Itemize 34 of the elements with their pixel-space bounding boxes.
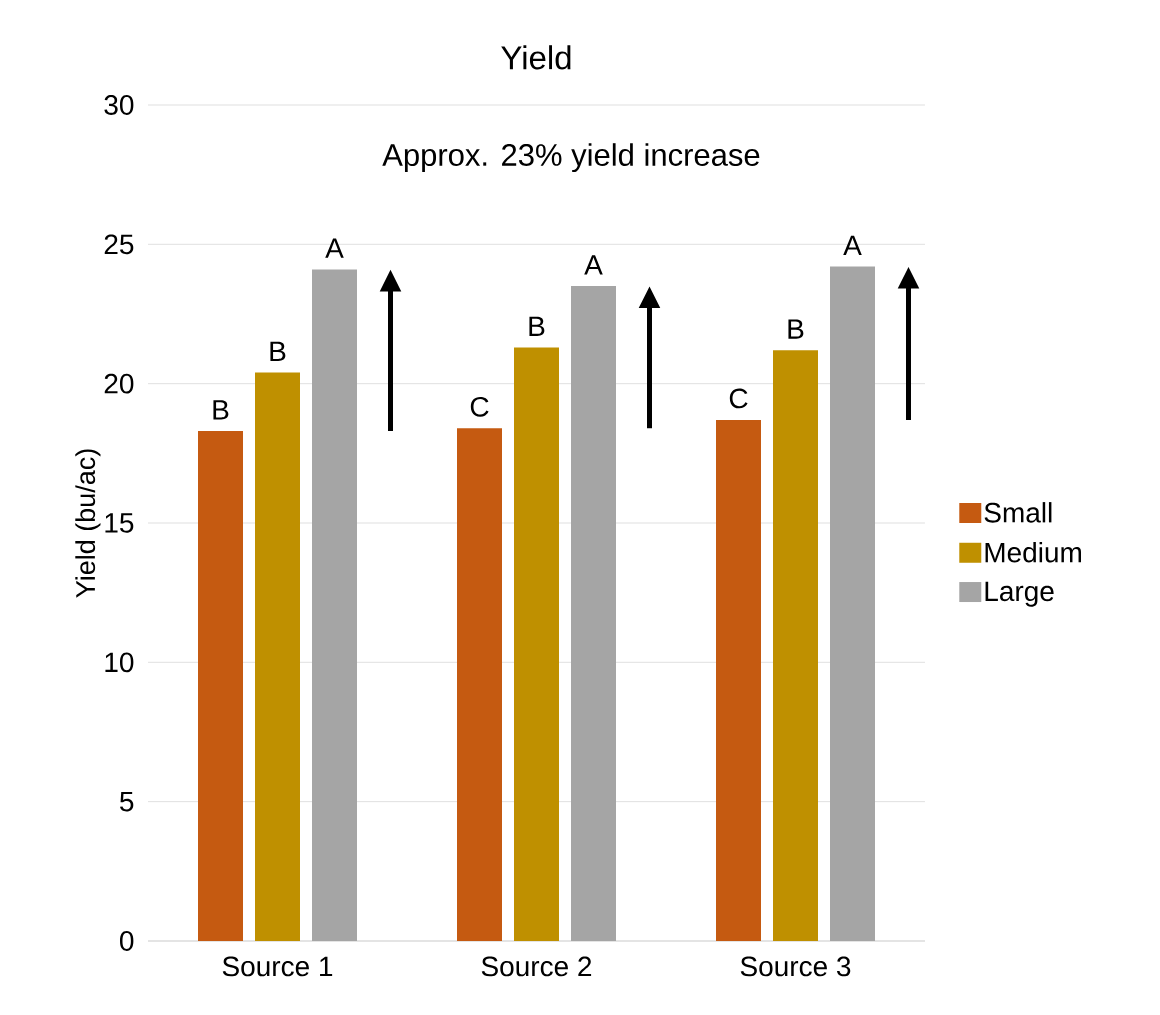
annotation: B bbox=[213, 400, 229, 420]
bar bbox=[312, 269, 357, 941]
annotation: B bbox=[270, 341, 286, 361]
bar bbox=[830, 266, 875, 941]
bar bbox=[773, 350, 818, 941]
bar bbox=[255, 372, 300, 941]
bar bbox=[716, 419, 761, 941]
annotation: A bbox=[584, 255, 603, 275]
bar bbox=[457, 428, 502, 941]
annotation: A bbox=[325, 238, 344, 258]
y-tick-label: 0 bbox=[120, 931, 134, 951]
y-tick-label: 10 bbox=[105, 652, 134, 673]
annotation: C bbox=[729, 388, 748, 409]
annotation: C bbox=[470, 396, 489, 417]
legend-label: Medium bbox=[985, 541, 1081, 563]
y-tick-label: 25 bbox=[104, 234, 134, 255]
legend-label: Large bbox=[985, 581, 1054, 607]
bar bbox=[571, 286, 616, 941]
y-tick-label: 15 bbox=[105, 513, 134, 533]
legend-label: Small bbox=[984, 502, 1052, 523]
y-axis-title: Yield (bu/ac) bbox=[75, 449, 101, 598]
annotation: A bbox=[843, 235, 862, 256]
y-tick-label: 5 bbox=[120, 791, 134, 812]
bar bbox=[514, 347, 559, 941]
annotation: B bbox=[529, 316, 545, 336]
annotation: Approx. 23% yield increase bbox=[382, 143, 760, 173]
bar bbox=[198, 431, 244, 941]
y-tick-label: 30 bbox=[104, 95, 134, 115]
x-tick-label: Source 2 bbox=[481, 956, 592, 977]
x-tick-label: Source 3 bbox=[740, 956, 851, 977]
y-tick-label: 20 bbox=[104, 373, 134, 394]
annotation: B bbox=[788, 319, 804, 339]
chart-title: Yield bbox=[501, 45, 571, 70]
x-tick-label: Source 1 bbox=[222, 956, 333, 977]
